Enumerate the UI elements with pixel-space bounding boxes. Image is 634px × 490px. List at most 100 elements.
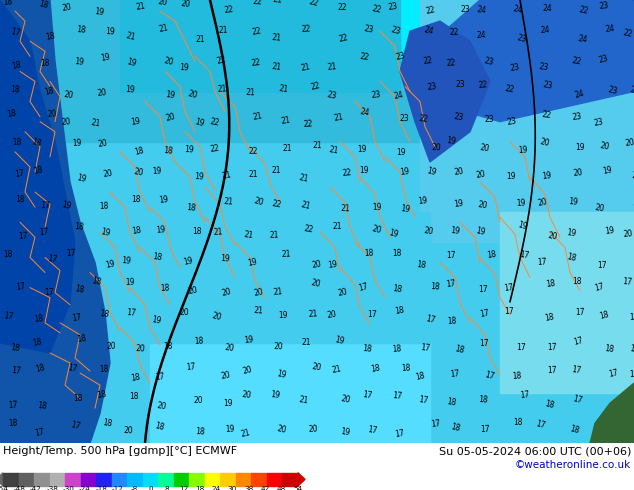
- Polygon shape: [298, 473, 305, 486]
- Text: 22: 22: [450, 28, 460, 37]
- Text: 21: 21: [327, 62, 338, 72]
- Text: 18: 18: [364, 249, 374, 258]
- Text: 18: 18: [31, 337, 42, 347]
- Text: 19: 19: [130, 117, 141, 127]
- Text: 17: 17: [516, 343, 526, 352]
- Text: 22: 22: [303, 120, 313, 129]
- Text: 18: 18: [153, 421, 165, 433]
- Text: 18: 18: [446, 397, 457, 407]
- Text: 19: 19: [151, 316, 162, 326]
- Bar: [18, 473, 34, 486]
- Text: 17: 17: [446, 279, 456, 289]
- Text: 20: 20: [210, 311, 222, 322]
- Text: 22: 22: [253, 0, 262, 6]
- Text: 24: 24: [424, 25, 435, 37]
- Bar: [81, 473, 96, 486]
- Bar: [127, 473, 143, 486]
- Text: 18: 18: [394, 305, 405, 316]
- Text: 23: 23: [427, 82, 437, 92]
- Text: 21: 21: [218, 25, 228, 35]
- Text: 19: 19: [125, 85, 135, 95]
- Text: 20: 20: [633, 203, 634, 213]
- Text: 21: 21: [299, 395, 309, 406]
- Text: 19: 19: [223, 399, 233, 408]
- Text: 21: 21: [271, 62, 281, 72]
- Text: 21: 21: [223, 197, 233, 207]
- Text: 23: 23: [598, 53, 610, 65]
- Text: 19: 19: [604, 226, 615, 236]
- Text: 21: 21: [221, 171, 232, 181]
- Text: 42: 42: [261, 487, 270, 490]
- Text: 21: 21: [283, 144, 292, 153]
- Text: 18: 18: [31, 137, 42, 148]
- Text: 17: 17: [449, 369, 460, 379]
- Text: 18: 18: [10, 85, 20, 95]
- Text: 18: 18: [129, 392, 139, 401]
- Text: 22: 22: [425, 5, 436, 16]
- Text: 17: 17: [575, 307, 585, 317]
- Text: 17: 17: [34, 427, 44, 438]
- Text: 18: 18: [99, 365, 108, 374]
- Bar: [150, 343, 430, 443]
- Text: 17: 17: [484, 370, 496, 381]
- Text: 19: 19: [152, 166, 162, 176]
- Text: 18: 18: [544, 312, 555, 323]
- Text: 24: 24: [476, 5, 487, 16]
- Text: 21: 21: [136, 1, 146, 12]
- Bar: [174, 473, 190, 486]
- Text: 17: 17: [547, 366, 557, 375]
- Text: 18: 18: [544, 399, 555, 410]
- Text: 22: 22: [478, 80, 488, 90]
- Text: 17: 17: [519, 390, 529, 400]
- Text: 17: 17: [480, 425, 489, 434]
- Text: 20: 20: [193, 396, 204, 405]
- Bar: [120, 0, 400, 92]
- Text: 19: 19: [243, 335, 254, 344]
- Text: 24: 24: [211, 487, 221, 490]
- Bar: [252, 473, 267, 486]
- Text: 22: 22: [303, 223, 314, 234]
- Text: 19: 19: [270, 390, 281, 400]
- Text: 22: 22: [308, 0, 320, 9]
- Text: 17: 17: [71, 313, 82, 323]
- Text: 18: 18: [32, 165, 44, 176]
- Bar: [34, 473, 49, 486]
- Text: 18: 18: [131, 373, 141, 383]
- Text: 20: 20: [453, 167, 464, 177]
- Text: -24: -24: [79, 487, 91, 490]
- Text: 18: 18: [3, 0, 13, 7]
- Text: 23: 23: [571, 112, 582, 122]
- Text: 17: 17: [40, 201, 50, 211]
- Bar: [112, 473, 127, 486]
- Text: 22: 22: [309, 81, 321, 93]
- Text: 17: 17: [593, 282, 605, 293]
- Bar: [283, 473, 298, 486]
- Text: 17: 17: [66, 249, 76, 258]
- Text: 19: 19: [446, 136, 456, 146]
- Text: 20: 20: [623, 229, 633, 239]
- Text: 17: 17: [392, 392, 403, 401]
- Text: 21: 21: [240, 428, 252, 439]
- Text: 17: 17: [8, 400, 18, 410]
- Text: -54: -54: [0, 487, 9, 490]
- Text: 19: 19: [400, 167, 410, 176]
- Text: 19: 19: [220, 254, 230, 264]
- Text: 23: 23: [394, 51, 406, 62]
- Text: 17: 17: [367, 310, 377, 319]
- Text: 24: 24: [476, 31, 486, 40]
- Bar: [65, 473, 81, 486]
- Text: 23: 23: [607, 85, 618, 97]
- Text: 22: 22: [209, 144, 220, 154]
- Text: 24: 24: [512, 4, 524, 15]
- Text: -38: -38: [46, 487, 58, 490]
- Text: 22: 22: [209, 117, 221, 127]
- Text: 20: 20: [163, 56, 174, 68]
- Text: 21: 21: [298, 173, 309, 184]
- Bar: [3, 473, 18, 486]
- Text: -42: -42: [30, 487, 42, 490]
- Text: 20: 20: [224, 343, 235, 353]
- Text: 23: 23: [539, 63, 550, 73]
- Text: 20: 20: [547, 231, 558, 242]
- Text: 19: 19: [396, 148, 406, 157]
- Text: 18: 18: [160, 283, 170, 293]
